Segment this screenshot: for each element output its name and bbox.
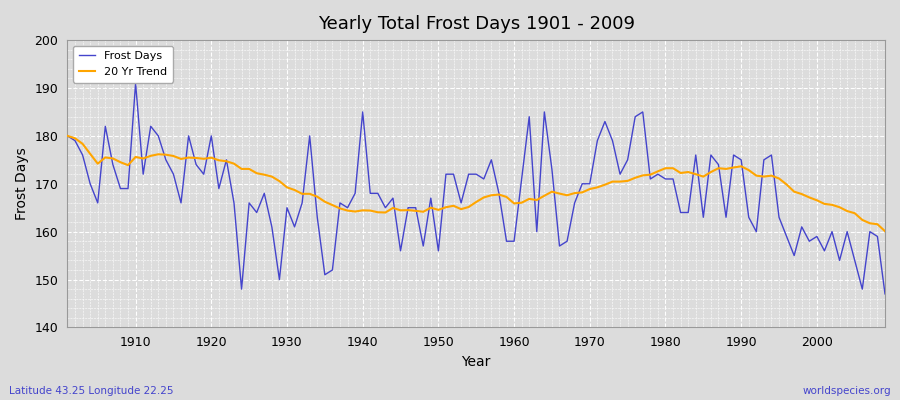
Line: 20 Yr Trend: 20 Yr Trend xyxy=(68,136,885,231)
Title: Yearly Total Frost Days 1901 - 2009: Yearly Total Frost Days 1901 - 2009 xyxy=(318,15,634,33)
20 Yr Trend xyxy=(501,194,512,199)
20 Yr Trend xyxy=(289,188,300,192)
X-axis label: Year: Year xyxy=(462,355,490,369)
20 Yr Trend xyxy=(335,206,346,211)
Text: Latitude 43.25 Longitude 22.25: Latitude 43.25 Longitude 22.25 xyxy=(9,386,174,396)
Line: Frost Days: Frost Days xyxy=(68,83,885,294)
20 Yr Trend xyxy=(122,163,133,168)
20 Yr Trend xyxy=(599,182,610,187)
Frost Days xyxy=(122,186,133,191)
20 Yr Trend xyxy=(879,229,890,234)
20 Yr Trend xyxy=(508,201,519,206)
Frost Days xyxy=(62,134,73,138)
Legend: Frost Days, 20 Yr Trend: Frost Days, 20 Yr Trend xyxy=(73,46,173,82)
Frost Days xyxy=(517,176,527,181)
Text: worldspecies.org: worldspecies.org xyxy=(803,386,891,396)
Frost Days xyxy=(297,200,308,205)
Frost Days xyxy=(608,138,618,143)
Y-axis label: Frost Days: Frost Days xyxy=(15,147,29,220)
Frost Days xyxy=(342,205,353,210)
20 Yr Trend xyxy=(62,134,73,138)
Frost Days xyxy=(879,292,890,296)
Frost Days xyxy=(130,81,141,86)
Frost Days xyxy=(508,239,519,244)
